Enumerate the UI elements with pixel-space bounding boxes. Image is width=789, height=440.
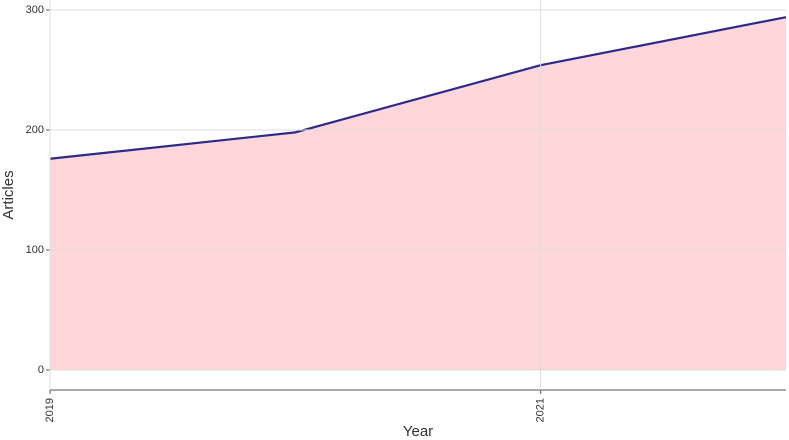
- overlay: 0 100 200 300 2019 2021: [26, 4, 786, 422]
- y-tick-label: 0: [38, 364, 44, 376]
- x-tick-label: 2021: [535, 398, 547, 422]
- x-axis-title: Year: [403, 423, 433, 440]
- y-axis-title: Articles: [0, 170, 17, 219]
- y-tick-label: 100: [26, 244, 44, 256]
- grid: [49, 0, 786, 390]
- area: [50, 17, 786, 370]
- line: [49, 16, 787, 160]
- y-tick-label: 300: [26, 4, 44, 16]
- x-tick-label: 2019: [44, 398, 56, 422]
- areas: [49, 16, 787, 370]
- y-tick-label: 200: [26, 124, 44, 136]
